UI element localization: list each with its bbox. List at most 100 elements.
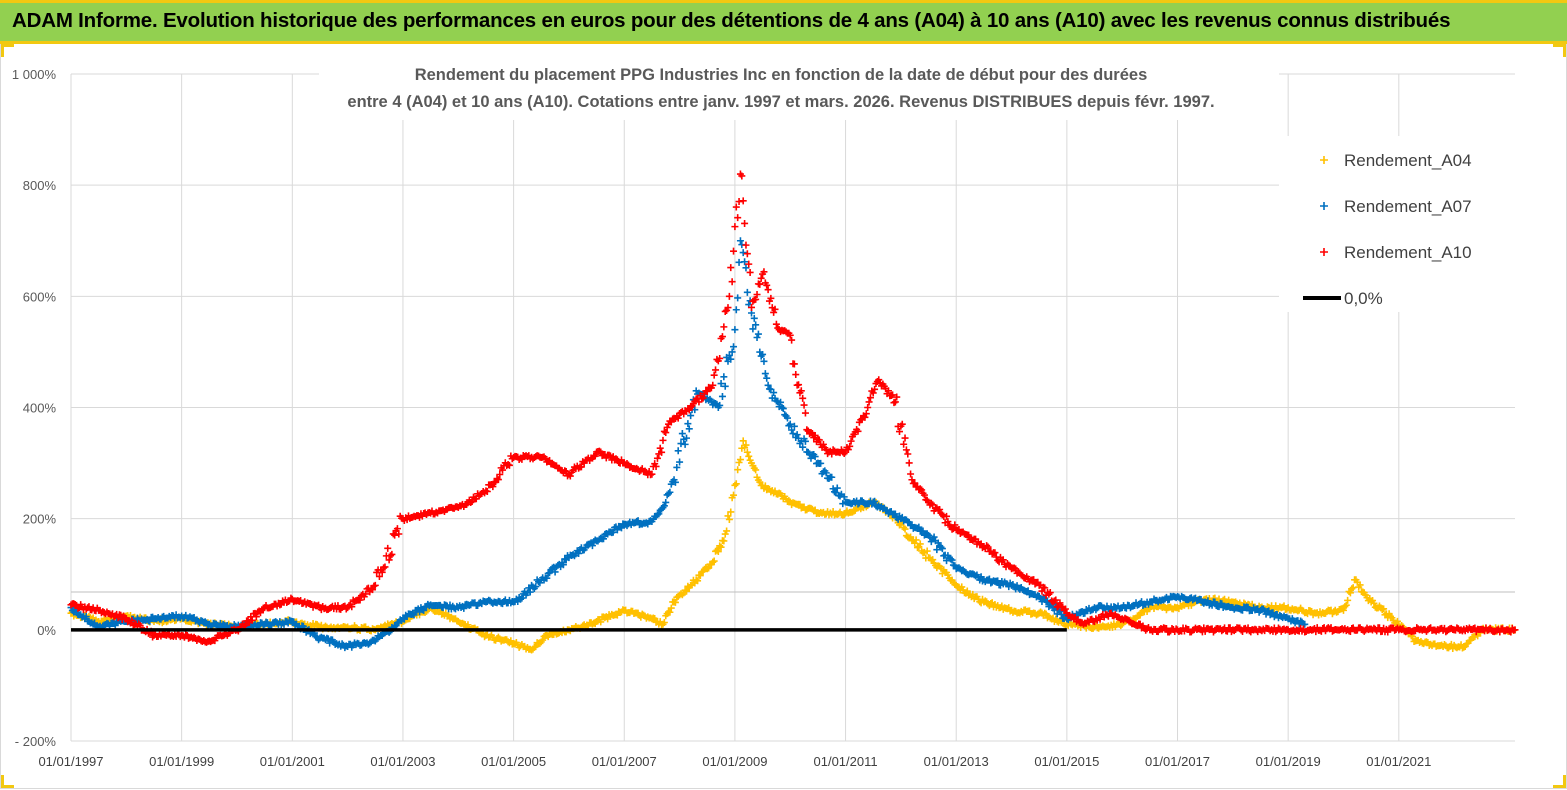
data-point (865, 398, 873, 406)
data-point (770, 308, 778, 316)
x-tick-label: 01/01/2007 (592, 754, 657, 769)
data-point (807, 454, 815, 462)
data-point (674, 447, 682, 455)
data-point (385, 556, 393, 564)
data-point (575, 549, 583, 557)
data-point (507, 599, 515, 607)
data-point (938, 545, 946, 553)
data-point (671, 478, 679, 486)
data-point (241, 621, 249, 629)
x-tick-label: 01/01/1999 (149, 754, 214, 769)
data-point (896, 521, 904, 529)
data-point (890, 399, 898, 407)
y-tick-label: 400% (23, 401, 57, 416)
data-point (334, 602, 342, 610)
x-tick-label: 01/01/2001 (260, 754, 325, 769)
data-point (725, 515, 733, 523)
data-point (653, 454, 661, 462)
legend-label: Rendement_A04 (1344, 151, 1472, 170)
data-point (785, 497, 793, 505)
data-point (588, 542, 596, 550)
banner-title: ADAM Informe. Evolution historique des p… (12, 9, 1451, 32)
data-point (916, 485, 924, 493)
data-point (742, 264, 750, 272)
data-point (504, 460, 512, 468)
y-tick-label: - 200% (15, 734, 57, 749)
data-point (833, 484, 841, 492)
data-point (543, 574, 551, 582)
data-point (539, 636, 547, 644)
data-point (1052, 596, 1060, 604)
data-point (685, 425, 693, 433)
data-point (517, 595, 525, 603)
x-tick-label: 01/01/1997 (38, 754, 103, 769)
data-point (666, 608, 674, 616)
data-point (252, 613, 260, 621)
x-tick-label: 01/01/2021 (1366, 754, 1431, 769)
data-point (930, 533, 938, 541)
data-point (460, 604, 468, 612)
data-point (348, 603, 356, 611)
data-point (673, 463, 681, 471)
data-point (660, 427, 668, 435)
data-point (732, 203, 740, 211)
x-tick-label: 01/01/2009 (702, 754, 767, 769)
data-point (121, 614, 129, 622)
data-point (889, 391, 897, 399)
data-point (660, 618, 668, 626)
data-point (489, 483, 497, 491)
data-point (1032, 593, 1040, 601)
data-point (839, 500, 847, 508)
data-point (944, 571, 952, 579)
data-point (707, 384, 715, 392)
data-point (370, 582, 378, 590)
data-point (927, 499, 935, 507)
corner-mark (1553, 775, 1566, 788)
data-point (499, 466, 507, 474)
data-point (999, 556, 1007, 564)
data-point (315, 601, 323, 609)
data-point (684, 420, 692, 428)
performance-chart: - 200% 0% 200% 400% 600% 800% 1 000% 01/01/1997… (12, 58, 1519, 769)
data-point (871, 497, 879, 505)
data-point (1380, 605, 1388, 613)
data-point (947, 555, 955, 563)
data-point (894, 515, 902, 523)
data-point (562, 556, 570, 564)
data-point (904, 518, 912, 526)
data-point (750, 314, 758, 322)
data-point (739, 197, 747, 205)
data-point (493, 475, 501, 483)
data-point (866, 394, 874, 402)
data-point (760, 357, 768, 365)
data-point (505, 461, 513, 469)
data-point (532, 583, 540, 591)
data-point (749, 325, 757, 333)
data-point (772, 320, 780, 328)
data-point (658, 448, 666, 456)
data-point (420, 606, 428, 614)
data-point (410, 611, 418, 619)
data-point (898, 420, 906, 428)
data-point (677, 440, 685, 448)
data-point (694, 577, 702, 585)
data-point (764, 381, 772, 389)
data-point (923, 530, 931, 538)
data-point (674, 414, 682, 422)
data-point (682, 587, 690, 595)
data-point (933, 546, 941, 554)
data-point (1297, 617, 1305, 625)
chart-title-line: Rendement du placement PPG Industries In… (415, 66, 1148, 84)
data-point (783, 498, 791, 506)
data-point (1056, 599, 1064, 607)
data-point (667, 604, 675, 612)
data-point (977, 573, 985, 581)
data-point (662, 498, 670, 506)
data-point (761, 370, 769, 378)
data-point (779, 405, 787, 413)
data-point (696, 572, 704, 580)
data-point (1050, 597, 1058, 605)
chart-title-line: entre 4 (A04) et 10 ans (A10). Cotations… (347, 93, 1214, 111)
data-point (546, 457, 554, 465)
data-point (783, 414, 791, 422)
